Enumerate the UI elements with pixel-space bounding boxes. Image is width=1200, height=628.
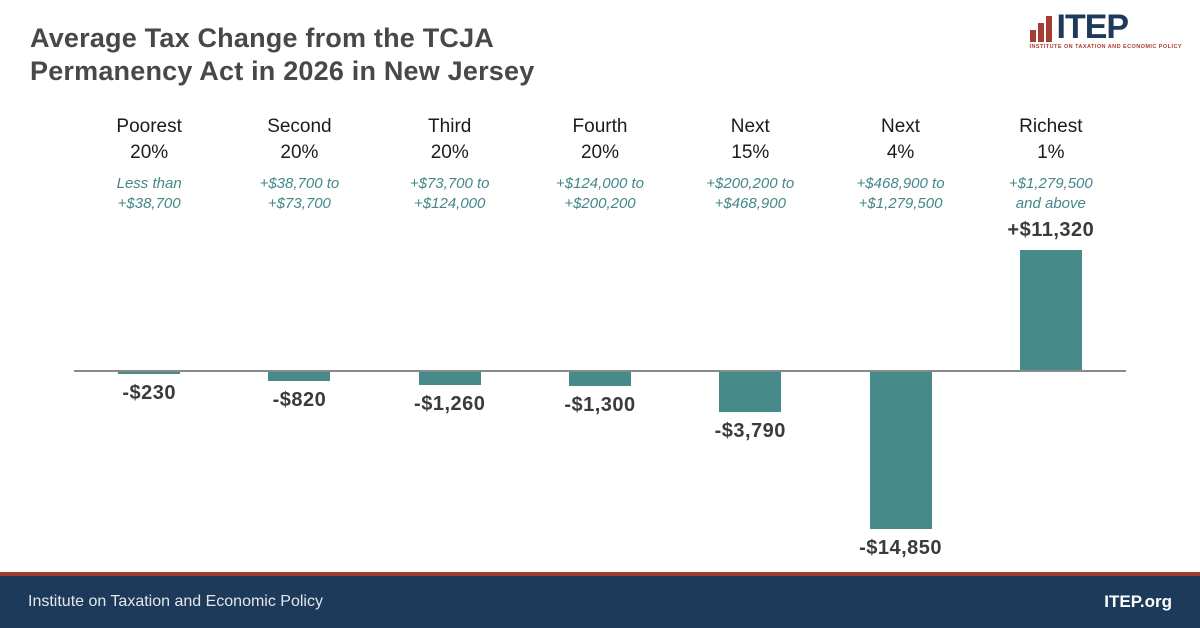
income-group-line2: 4% — [886, 142, 915, 163]
bar-value-label: -$3,790 — [714, 420, 786, 442]
income-range-line1: Less than — [116, 175, 182, 192]
income-group-label: Next 15% — [675, 114, 825, 166]
income-group-line2: 20% — [130, 142, 169, 163]
page-title-line2: Permanency Act in 2026 in New Jersey — [30, 56, 535, 86]
income-group-line2: 20% — [580, 142, 619, 163]
chart-column-fourth-20: Fourth 20% +$124,000 to +$200,200 -$1,30… — [525, 0, 675, 575]
chart-column-next-4: Next 4% +$468,900 to +$1,279,500 -$14,85… — [825, 0, 975, 575]
income-range-label: +$38,700 to +$73,700 — [224, 174, 374, 214]
bar-chart-icon-bar3 — [1045, 16, 1052, 42]
income-range-label: +$124,000 to +$200,200 — [525, 174, 675, 214]
income-group-line1: Richest — [1019, 116, 1083, 137]
footer-accent-line — [0, 572, 1200, 576]
income-group-label: Richest 1% — [976, 114, 1126, 166]
income-group-line2: 15% — [731, 142, 770, 163]
chart-column-next-15: Next 15% +$200,200 to +$468,900 -$3,790 — [675, 0, 825, 575]
income-group-line1: Next — [730, 116, 770, 137]
chart-column-richest-1: Richest 1% +$1,279,500 and above +$11,32… — [976, 0, 1126, 575]
bar-value-label: -$1,260 — [414, 393, 486, 415]
income-range-line1: +$468,900 to — [856, 175, 945, 192]
income-range-line2: +$73,700 — [267, 195, 331, 212]
itep-tagline: INSTITUTE ON TAXATION AND ECONOMIC POLIC… — [1029, 44, 1182, 50]
income-group-label: Third 20% — [375, 114, 525, 166]
bar-fourth-20 — [568, 372, 631, 386]
income-group-line2: 1% — [1037, 142, 1065, 163]
income-range-line2: +$468,900 — [714, 195, 786, 212]
chart-column-second-20: Second 20% +$38,700 to +$73,700 -$820 — [224, 0, 374, 575]
bar-value-label: -$230 — [122, 382, 176, 404]
income-range-label: Less than +$38,700 — [74, 174, 224, 214]
income-group-line1: Third — [428, 116, 472, 137]
itep-logo[interactable]: ITEP INSTITUTE ON TAXATION AND ECONOMIC … — [1029, 8, 1183, 50]
income-range-label: +$73,700 to +$124,000 — [375, 174, 525, 214]
bar-poorest-20 — [118, 372, 181, 374]
income-range-label: +$200,200 to +$468,900 — [675, 174, 825, 214]
bar-chart-icon-bar1 — [1029, 30, 1036, 42]
bar-value-label: -$14,850 — [859, 537, 943, 559]
axis-zero-line — [74, 370, 1126, 372]
bar-value-label: -$1,300 — [564, 394, 636, 416]
chart-column-poorest-20: Poorest 20% Less than +$38,700 -$230 — [74, 0, 224, 575]
bar-second-20 — [268, 372, 331, 381]
income-range-label: +$1,279,500 and above — [976, 174, 1126, 214]
income-group-label: Fourth 20% — [525, 114, 675, 166]
chart-column-third-20: Third 20% +$73,700 to +$124,000 -$1,260 — [375, 0, 525, 575]
bar-next-15 — [719, 372, 782, 412]
income-group-label: Second 20% — [224, 114, 374, 166]
bar-third-20 — [418, 372, 481, 385]
income-range-line2: +$124,000 — [414, 195, 486, 212]
bar-chart-icon — [1029, 16, 1054, 42]
page-title-line1: Average Tax Change from the TCJA — [30, 23, 495, 53]
itep-wordmark: ITEP — [1056, 8, 1130, 46]
bar-value-label: -$820 — [272, 389, 327, 411]
footer-site-link[interactable]: ITEP.org — [1104, 592, 1172, 611]
bar-richest-1 — [1019, 250, 1082, 370]
income-range-line2: +$1,279,500 — [858, 195, 943, 212]
income-range-line2: and above — [1015, 195, 1086, 212]
income-group-line1: Fourth — [572, 116, 628, 137]
bar-chart-icon-bar2 — [1037, 23, 1044, 42]
income-range-line1: +$1,279,500 — [1008, 175, 1093, 192]
income-group-label: Poorest 20% — [74, 114, 224, 166]
income-group-line2: 20% — [430, 142, 469, 163]
bar-chart: Poorest 20% Less than +$38,700 -$230 Sec… — [74, 0, 1126, 575]
income-range-line2: +$38,700 — [117, 195, 181, 212]
bar-next-4 — [869, 372, 932, 529]
bar-value-label: +$11,320 — [1007, 219, 1095, 241]
income-range-line2: +$200,200 — [564, 195, 636, 212]
income-group-line1: Next — [881, 116, 921, 137]
income-group-label: Next 4% — [825, 114, 975, 166]
income-group-line2: 20% — [280, 142, 319, 163]
page-title: Average Tax Change from the TCJA Permane… — [30, 22, 534, 88]
footer-bar: Institute on Taxation and Economic Polic… — [0, 576, 1200, 628]
income-group-line1: Poorest — [116, 116, 182, 137]
income-group-line1: Second — [267, 116, 332, 137]
itep-logo-row: ITEP — [1029, 8, 1130, 46]
income-range-line1: +$124,000 to — [555, 175, 644, 192]
income-range-line1: +$73,700 to — [409, 175, 490, 192]
income-range-line1: +$200,200 to — [706, 175, 795, 192]
footer-org-name: Institute on Taxation and Economic Polic… — [28, 593, 323, 610]
income-range-line1: +$38,700 to — [259, 175, 340, 192]
income-range-label: +$468,900 to +$1,279,500 — [825, 174, 975, 214]
